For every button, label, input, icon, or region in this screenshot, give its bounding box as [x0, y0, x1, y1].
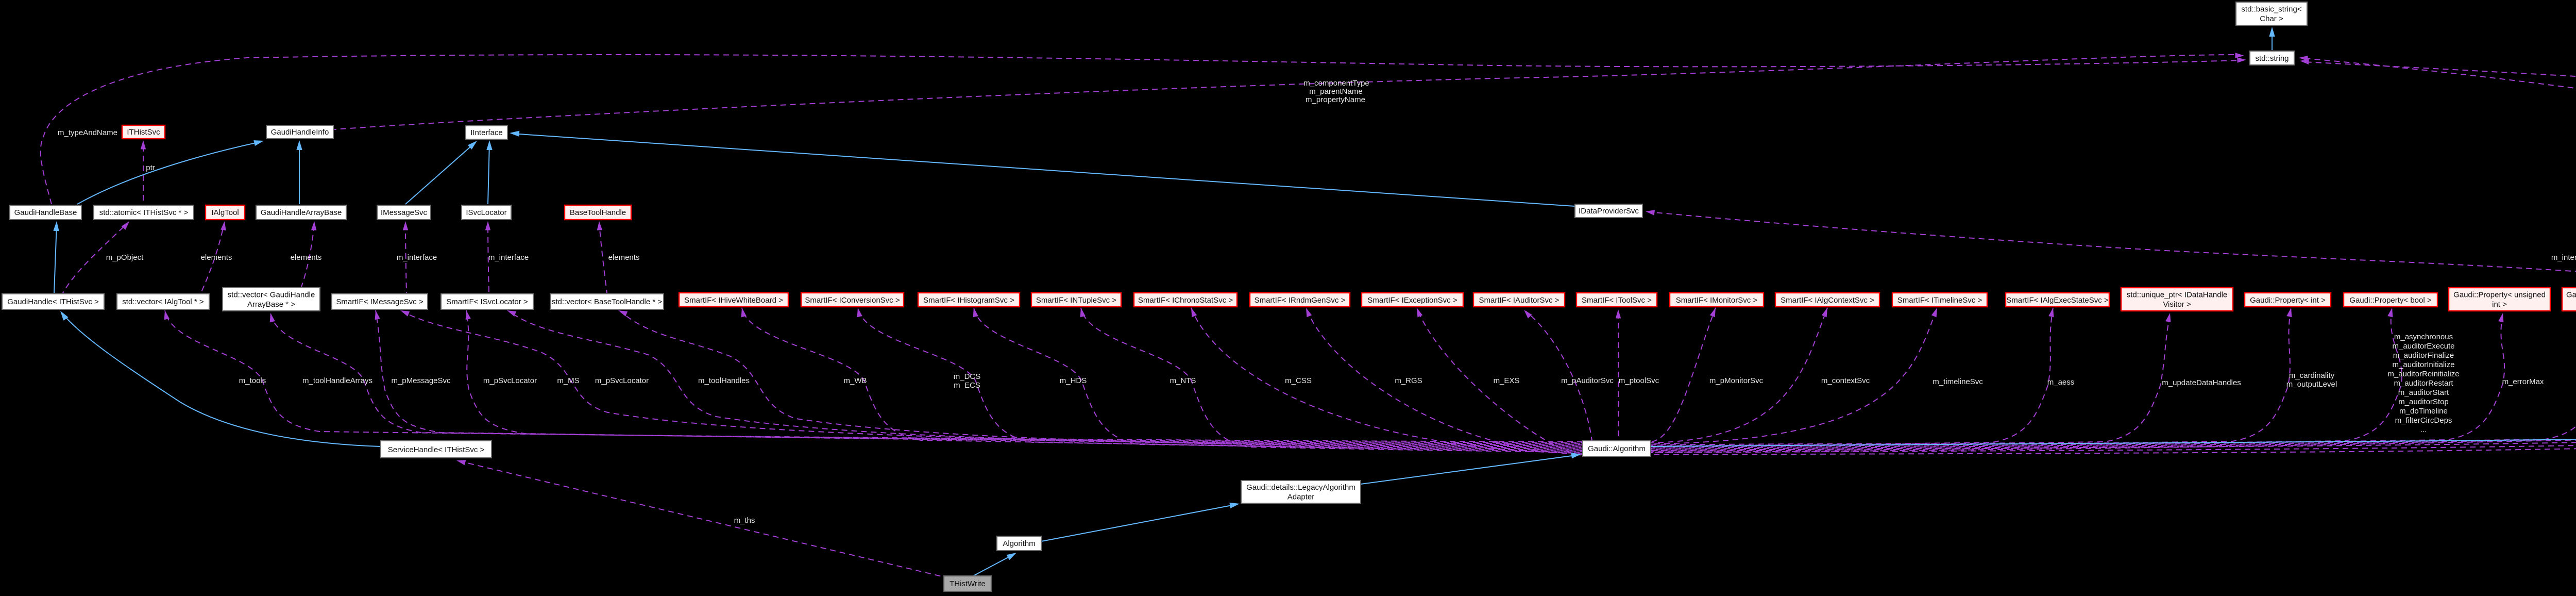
- svg-text:m_pSvcLocator: m_pSvcLocator: [483, 376, 537, 385]
- svg-text:m_errorMax: m_errorMax: [2502, 377, 2544, 386]
- svg-text:SmartIF< IAlgContextSvc >: SmartIF< IAlgContextSvc >: [1781, 296, 1874, 305]
- svg-text:std::vector< GaudiHandle: std::vector< GaudiHandle: [228, 291, 315, 300]
- svg-text:THistWrite: THistWrite: [950, 580, 986, 588]
- svg-text:m_propertyName: m_propertyName: [1306, 95, 1365, 104]
- svg-text:Gaudi::Algorithm: Gaudi::Algorithm: [1588, 444, 1646, 453]
- svg-text:m_asynchronous: m_asynchronous: [2394, 333, 2453, 341]
- svg-text:std::string: std::string: [2255, 54, 2289, 63]
- svg-text:Gaudi::Property< bool >: Gaudi::Property< bool >: [2349, 296, 2432, 305]
- svg-text:SmartIF< IRndmGenSvc >: SmartIF< IRndmGenSvc >: [1255, 296, 1346, 305]
- svg-text:m_ECS: m_ECS: [954, 381, 980, 390]
- svg-text:SmartIF< IChronoStatSvc >: SmartIF< IChronoStatSvc >: [1138, 296, 1233, 305]
- svg-text:m_pAuditorSvc: m_pAuditorSvc: [1561, 376, 1614, 385]
- svg-text:m_filterCircDeps: m_filterCircDeps: [2395, 416, 2452, 425]
- svg-text:std::vector< IAlgTool * >: std::vector< IAlgTool * >: [122, 297, 204, 306]
- svg-text:Char >: Char >: [2260, 14, 2283, 23]
- svg-text:std::basic_string<: std::basic_string<: [2241, 5, 2301, 14]
- svg-text:m_contextSvc: m_contextSvc: [1821, 376, 1870, 385]
- svg-text:m_WB: m_WB: [844, 376, 867, 385]
- svg-text:m_pMessageSvc: m_pMessageSvc: [391, 376, 451, 385]
- svg-text:m_HDS: m_HDS: [1060, 376, 1087, 385]
- svg-text:m_timelineSvc: m_timelineSvc: [1933, 377, 1983, 386]
- svg-text:m_aess: m_aess: [2047, 378, 2075, 387]
- svg-text:ptr: ptr: [146, 163, 155, 172]
- svg-text:m_auditorRestart: m_auditorRestart: [2394, 379, 2453, 388]
- svg-text:...: ...: [2420, 425, 2427, 434]
- svg-text:m_DCS: m_DCS: [954, 372, 981, 381]
- svg-text:std::atomic< ITHistSvc * >: std::atomic< ITHistSvc * >: [99, 208, 189, 217]
- svg-text:m_pMonitorSvc: m_pMonitorSvc: [1709, 376, 1764, 385]
- svg-text:SmartIF< IToolSvc >: SmartIF< IToolSvc >: [1582, 296, 1652, 305]
- svg-text:m_auditorInitialize: m_auditorInitialize: [2393, 360, 2455, 369]
- svg-text:SmartIF< IHiveWhiteBoard >: SmartIF< IHiveWhiteBoard >: [684, 296, 783, 305]
- svg-text:SmartIF< INTupleSvc >: SmartIF< INTupleSvc >: [1036, 296, 1116, 305]
- svg-text:ISvcLocator: ISvcLocator: [466, 208, 506, 217]
- svg-text:SmartIF< IAuditorSvc >: SmartIF< IAuditorSvc >: [1479, 296, 1560, 305]
- svg-text:m_parentName: m_parentName: [1309, 87, 1362, 96]
- svg-text:Gaudi::Property< std: Gaudi::Property< std: [2566, 291, 2576, 300]
- svg-text:m_auditorStart: m_auditorStart: [2398, 388, 2449, 397]
- svg-text:m_interface: m_interface: [488, 253, 529, 262]
- svg-text:m_toolHandleArrays: m_toolHandleArrays: [302, 376, 372, 385]
- svg-text:SmartIF< IMessageSvc >: SmartIF< IMessageSvc >: [336, 297, 423, 306]
- svg-text:m_CSS: m_CSS: [1285, 376, 1312, 385]
- svg-text:m_EXS: m_EXS: [1494, 376, 1520, 385]
- svg-text:Adapter: Adapter: [1287, 493, 1315, 502]
- svg-text:m_updateDataHandles: m_updateDataHandles: [2162, 378, 2241, 387]
- svg-text:GaudiHandleInfo: GaudiHandleInfo: [271, 128, 329, 137]
- svg-text:Gaudi::Property< unsigned: Gaudi::Property< unsigned: [2453, 291, 2546, 300]
- svg-text:int >: int >: [2492, 300, 2507, 309]
- svg-text:m_outputLevel: m_outputLevel: [2286, 380, 2337, 389]
- svg-text:m_tools: m_tools: [239, 376, 266, 385]
- svg-text:SmartIF< ITimelineSvc >: SmartIF< ITimelineSvc >: [1897, 296, 1982, 305]
- svg-text:m_doTimeline: m_doTimeline: [2399, 407, 2448, 416]
- svg-text:SmartIF< IConversionSvc >: SmartIF< IConversionSvc >: [805, 296, 900, 305]
- svg-text:Visitor >: Visitor >: [2163, 300, 2191, 309]
- svg-text:m_ths: m_ths: [734, 516, 755, 525]
- svg-text:m_auditorExecute: m_auditorExecute: [2393, 342, 2455, 351]
- svg-text:m_auditorReinitialize: m_auditorReinitialize: [2387, 370, 2459, 378]
- svg-text:elements: elements: [291, 253, 322, 262]
- svg-text:m_interface: m_interface: [397, 253, 437, 262]
- svg-text:ServiceHandle< ITHistSvc >: ServiceHandle< ITHistSvc >: [388, 445, 485, 454]
- svg-text:m_auditorFinalize: m_auditorFinalize: [2393, 351, 2454, 360]
- svg-text:SmartIF< ISvcLocator >: SmartIF< ISvcLocator >: [446, 297, 528, 306]
- svg-text:m_typeAndName: m_typeAndName: [58, 128, 117, 137]
- svg-text:SmartIF< IMonitorSvc >: SmartIF< IMonitorSvc >: [1676, 296, 1758, 305]
- svg-text:SmartIF< IHistogramSvc >: SmartIF< IHistogramSvc >: [923, 296, 1014, 305]
- svg-text:BaseToolHandle: BaseToolHandle: [570, 208, 626, 217]
- svg-text:m_cardinality: m_cardinality: [2289, 371, 2335, 380]
- svg-text:GaudiHandle< ITHistSvc >: GaudiHandle< ITHistSvc >: [7, 297, 99, 306]
- svg-text:IInterface: IInterface: [470, 128, 503, 137]
- svg-text:elements: elements: [608, 253, 640, 262]
- svg-text:m_pSvcLocator: m_pSvcLocator: [595, 376, 649, 385]
- svg-text:IMessageSvc: IMessageSvc: [381, 208, 428, 217]
- svg-text:std::vector< BaseToolHandle *: std::vector< BaseToolHandle * >: [552, 297, 663, 306]
- svg-text:m_interface: m_interface: [2551, 253, 2576, 262]
- svg-text:Gaudi::details::LegacyAlgorith: Gaudi::details::LegacyAlgorithm: [1246, 483, 1355, 492]
- svg-text:m_pObject: m_pObject: [106, 253, 144, 262]
- svg-text:m_auditorStop: m_auditorStop: [2398, 398, 2449, 406]
- svg-text:ArrayBase * >: ArrayBase * >: [247, 300, 295, 309]
- svg-text:elements: elements: [201, 253, 232, 262]
- svg-text:IDataProviderSvc: IDataProviderSvc: [1579, 207, 1639, 216]
- svg-text:m_toolHandles: m_toolHandles: [698, 376, 750, 385]
- svg-text:m_NTS: m_NTS: [1170, 376, 1196, 385]
- svg-text:GaudiHandleBase: GaudiHandleBase: [14, 208, 77, 217]
- svg-text:GaudiHandleArrayBase: GaudiHandleArrayBase: [261, 208, 342, 217]
- svg-text:m_MS: m_MS: [557, 376, 579, 385]
- svg-text:ITHistSvc: ITHistSvc: [127, 128, 160, 137]
- svg-text:Gaudi::Property< int >: Gaudi::Property< int >: [2250, 296, 2326, 305]
- svg-text:Algorithm: Algorithm: [1003, 539, 1035, 548]
- svg-text:SmartIF< IAlgExecStateSvc >: SmartIF< IAlgExecStateSvc >: [2006, 296, 2109, 305]
- svg-text:std::unique_ptr< IDataHandle: std::unique_ptr< IDataHandle: [2127, 291, 2228, 300]
- svg-text:IAlgTool: IAlgTool: [211, 208, 239, 217]
- svg-text:m_ptoolSvc: m_ptoolSvc: [1619, 376, 1659, 385]
- svg-text:m_RGS: m_RGS: [1395, 376, 1422, 385]
- svg-text:m_componentType: m_componentType: [1303, 79, 1369, 88]
- svg-text:SmartIF< IExceptionSvc >: SmartIF< IExceptionSvc >: [1367, 296, 1457, 305]
